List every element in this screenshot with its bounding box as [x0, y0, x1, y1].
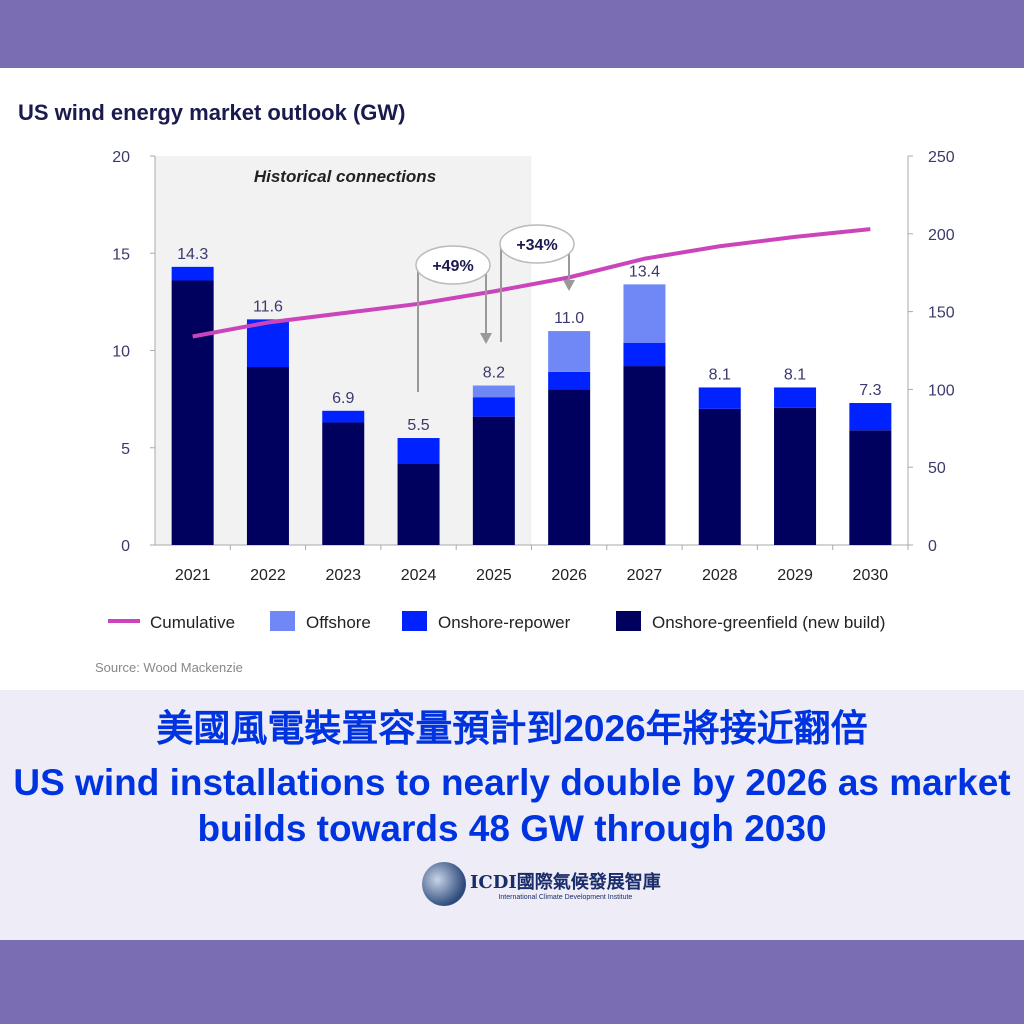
bar-onshore-repower-2030	[849, 403, 892, 431]
bar-total-label: 13.4	[629, 263, 660, 280]
legend-swatch	[270, 611, 295, 631]
bar-onshore-repower-2023	[322, 410, 365, 423]
x-tick-label: 2026	[551, 567, 587, 584]
y2-tick-label: 150	[928, 305, 955, 322]
bar-onshore-repower-2025	[472, 397, 515, 417]
bar-offshore-2026	[548, 331, 591, 372]
icdi-logo: ICDI國際氣候發展智庫 International Climate Devel…	[422, 862, 661, 906]
x-tick-label: 2021	[175, 567, 211, 584]
x-tick-label: 2030	[853, 567, 889, 584]
bar-total-label: 6.9	[332, 390, 354, 407]
legend-item: Onshore-greenfield (new build)	[652, 613, 885, 632]
caption-zh: 美國風電裝置容量預計到2026年將接近翻倍	[156, 708, 868, 749]
y2-tick-label: 200	[928, 227, 955, 244]
bar-onshore-repower-2028	[698, 387, 741, 409]
bar-offshore-2027	[623, 284, 666, 343]
bar-onshore-greenfield-2023	[322, 422, 365, 545]
bar-onshore-repower-2026	[548, 371, 591, 390]
bar-onshore-greenfield-2021	[171, 280, 214, 545]
bar-onshore-greenfield-2027	[623, 366, 666, 545]
bottom-band	[0, 940, 1024, 1024]
y-tick-label: 10	[112, 344, 130, 361]
x-tick-label: 2025	[476, 567, 512, 584]
bar-total-label: 5.5	[407, 417, 429, 434]
legend-swatch	[616, 611, 641, 631]
x-tick-label: 2027	[627, 567, 663, 584]
annotation-49-bubble	[415, 245, 491, 285]
y-tick-label: 5	[121, 441, 130, 458]
bar-total-label: 7.3	[859, 382, 881, 399]
y2-tick-label: 100	[928, 382, 955, 399]
y-tick-label: 20	[112, 149, 130, 166]
source-note: Source: Wood Mackenzie	[95, 660, 243, 675]
legend-item: Offshore	[306, 613, 371, 632]
caption-en: US wind installations to nearly double b…	[13, 762, 1011, 849]
bar-onshore-greenfield-2030	[849, 430, 892, 545]
y2-tick-label: 250	[928, 149, 955, 166]
bar-total-label: 8.1	[784, 366, 806, 383]
bar-onshore-greenfield-2025	[472, 416, 515, 545]
historical-label: Historical connections	[254, 167, 436, 186]
x-tick-label: 2022	[250, 567, 286, 584]
annotation-34: +34%	[516, 237, 557, 254]
bar-onshore-greenfield-2026	[548, 389, 591, 545]
arrow-icon	[563, 280, 575, 291]
caption: 美國風電裝置容量預計到2026年將接近翻倍 US wind installati…	[0, 690, 1024, 940]
x-tick-label: 2028	[702, 567, 738, 584]
annotation-34-bubble	[499, 224, 575, 264]
bar-total-label: 8.2	[483, 365, 505, 382]
y-tick-label: 15	[112, 246, 130, 263]
logo-name: ICDI國際氣候發展智庫	[470, 871, 661, 893]
bar-total-label: 14.3	[177, 246, 208, 263]
bar-onshore-greenfield-2024	[397, 463, 440, 545]
cumulative-line	[192, 227, 871, 339]
legend-swatch	[402, 611, 427, 631]
x-tick-label: 2023	[325, 567, 361, 584]
bar-onshore-greenfield-2028	[698, 408, 741, 545]
bar-onshore-repower-2024	[397, 438, 440, 464]
bar-onshore-repower-2021	[171, 266, 214, 281]
arrow-icon	[480, 333, 492, 344]
bar-total-label: 8.1	[709, 366, 731, 383]
legend-item: Onshore-repower	[438, 613, 571, 632]
legend-cumulative: Cumulative	[150, 613, 235, 632]
bar-total-label: 11.0	[554, 310, 584, 327]
y2-tick-label: 0	[928, 538, 937, 555]
bar-onshore-repower-2029	[774, 387, 817, 408]
top-band	[0, 0, 1024, 68]
bar-total-label: 11.6	[253, 298, 283, 315]
y2-tick-label: 50	[928, 460, 946, 477]
globe-icon	[422, 862, 466, 906]
y-tick-label: 0	[121, 538, 130, 555]
chart: Historical connections US wind energy mar…	[18, 100, 955, 675]
bar-onshore-repower-2027	[623, 342, 666, 367]
logo-sub: International Climate Development Instit…	[498, 893, 633, 901]
bar-onshore-greenfield-2022	[246, 367, 289, 545]
annotation-49: +49%	[432, 258, 473, 275]
bar-onshore-greenfield-2029	[774, 407, 817, 545]
bar-offshore-2025	[472, 385, 515, 398]
x-tick-label: 2029	[777, 567, 813, 584]
chart-title: US wind energy market outlook (GW)	[18, 100, 405, 125]
x-tick-label: 2024	[401, 567, 437, 584]
bar-onshore-repower-2022	[246, 319, 289, 368]
